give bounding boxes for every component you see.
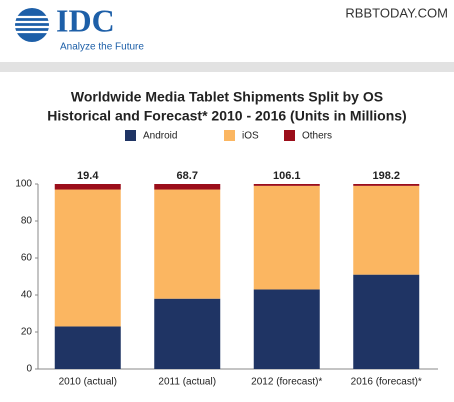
total-label: 68.7 <box>177 170 198 182</box>
brand: IDC <box>56 2 115 38</box>
bar-segment <box>154 189 221 299</box>
y-tick-label: 40 <box>21 290 33 301</box>
x-tick-label: 2012 (forecast)* <box>251 377 322 388</box>
bar-segment <box>154 298 221 369</box>
chart-subtitle: Historical and Forecast* 2010 - 2016 (Un… <box>47 108 406 124</box>
y-tick-label: 0 <box>26 364 32 375</box>
bar-segment <box>253 184 320 186</box>
legend-label: iOS <box>242 131 259 142</box>
legend-label: Android <box>143 131 177 142</box>
watermark: RBBTODAY.COM <box>345 5 448 20</box>
x-tick-label: 2010 (actual) <box>59 377 117 388</box>
y-tick-label: 60 <box>21 253 33 264</box>
bar-segment <box>54 184 121 190</box>
legend-swatch <box>125 130 136 141</box>
bar-segment <box>253 289 320 369</box>
x-tick-label: 2016 (forecast)* <box>351 377 422 388</box>
bar-segment <box>54 189 121 327</box>
y-tick-label: 80 <box>21 216 33 227</box>
bar-segment <box>353 274 420 369</box>
tagline: Analyze the Future <box>60 42 144 53</box>
bar-segment <box>54 326 121 369</box>
total-label: 106.1 <box>273 170 301 182</box>
band <box>0 62 454 72</box>
legend-label: Others <box>302 131 332 142</box>
bar-segment <box>353 184 420 186</box>
legend-swatch <box>284 130 295 141</box>
bar-segment <box>253 185 320 290</box>
x-tick-label: 2011 (actual) <box>158 377 216 388</box>
chart-title: Worldwide Media Tablet Shipments Split b… <box>71 89 383 105</box>
bar-segment <box>154 184 221 190</box>
bar-segment <box>353 185 420 275</box>
y-tick-label: 20 <box>21 327 33 338</box>
idc-logo <box>14 8 50 42</box>
y-tick-label: 100 <box>15 179 32 190</box>
total-label: 198.2 <box>372 170 400 182</box>
total-label: 19.4 <box>77 170 99 182</box>
legend-swatch <box>224 130 235 141</box>
